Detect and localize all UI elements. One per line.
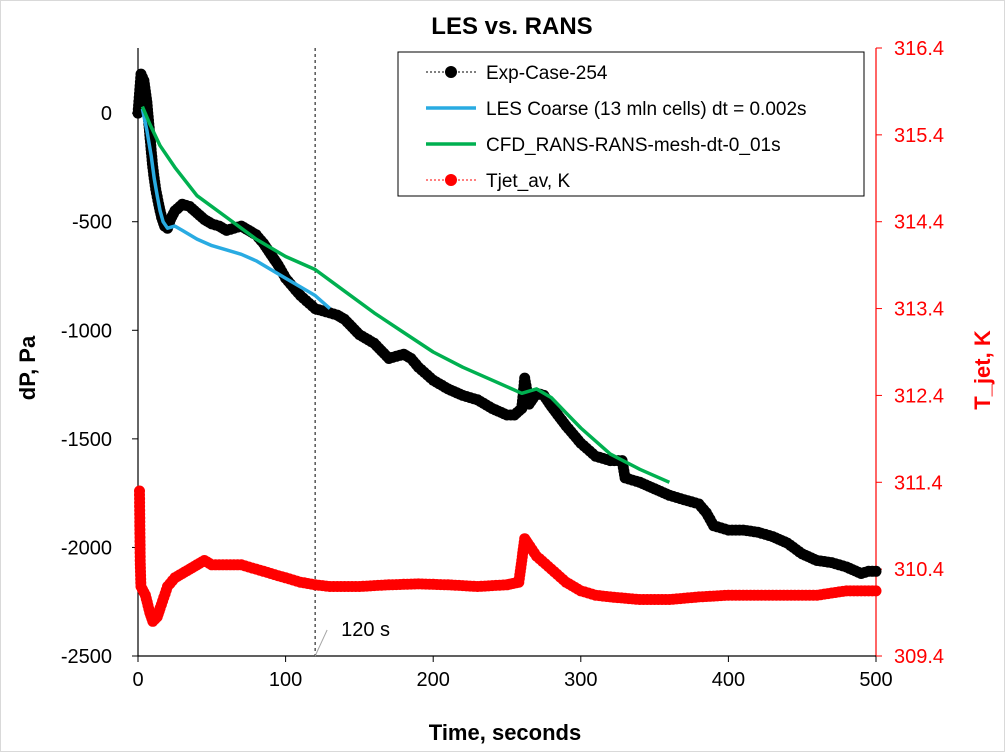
series-2	[140, 105, 671, 484]
x-tick-label: 400	[712, 669, 745, 691]
y-axis-left-label: dP, Pa	[15, 335, 40, 400]
series-3	[134, 485, 882, 627]
series-line	[140, 108, 332, 310]
y-right-tick-label: 315.4	[894, 125, 944, 147]
y-right-tick-label: 313.4	[894, 299, 944, 321]
plot-layer: 0 100 200 300 400 500 0 -500 -1000 -1500 -2000 -250…	[61, 38, 944, 691]
legend-label: CFD_RANS-RANS-mesh-dt-0_01s	[486, 135, 781, 156]
legend-label: Exp-Case-254	[486, 63, 608, 84]
x-tick-label: 0	[132, 669, 143, 691]
x-tick-label: 500	[859, 669, 892, 691]
series-line	[140, 105, 671, 484]
legend-label: Tjet_av, K	[486, 171, 570, 192]
y-left-tick-label: -2000	[61, 537, 112, 559]
annotation-label: 120 s	[341, 619, 390, 641]
y-left-tick-label: -1500	[61, 429, 112, 451]
annotation-leader	[314, 629, 328, 657]
data-point	[870, 585, 882, 597]
x-tick-label: 200	[417, 669, 450, 691]
y-left-tick-label: -2500	[61, 646, 112, 668]
legend-label: LES Coarse (13 mln cells) dt = 0.002s	[486, 99, 807, 120]
x-axis-label: Time, seconds	[429, 720, 581, 745]
y-left-tick-label: 0	[101, 103, 112, 125]
y-right-tick-label: 309.4	[894, 646, 944, 668]
legend: Exp-Case-254 LES Coarse (13 mln cells) dt…	[397, 51, 865, 197]
x-tick-label: 300	[564, 669, 597, 691]
series-1	[140, 108, 332, 310]
legend-marker	[445, 66, 457, 78]
data-point	[870, 565, 882, 577]
y-right-tick-label: 312.4	[894, 385, 944, 407]
y-left-tick-label: -1000	[61, 320, 112, 342]
y-right-tick-label: 316.4	[894, 38, 944, 60]
x-tick-label: 100	[269, 669, 302, 691]
y-right-tick-label: 311.4	[894, 472, 943, 494]
legend-box	[397, 51, 865, 197]
legend-marker	[445, 174, 457, 186]
y-axis-right-label: T_jet, K	[970, 330, 995, 410]
y-left-tick-label: -500	[72, 212, 112, 234]
chart-title: LES vs. RANS	[431, 13, 592, 40]
y-right-tick-label: 310.4	[894, 559, 944, 581]
y-right-tick-label: 314.4	[894, 212, 944, 234]
